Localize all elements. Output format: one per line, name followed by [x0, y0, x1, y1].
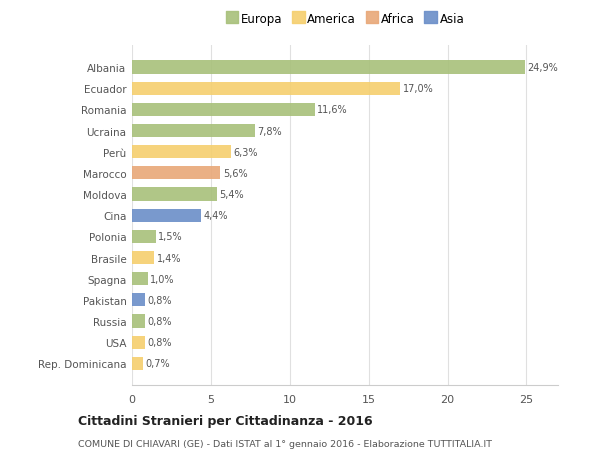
Text: 0,7%: 0,7%: [145, 358, 170, 369]
Text: 5,4%: 5,4%: [220, 190, 244, 200]
Bar: [132, 125, 255, 138]
Bar: [132, 273, 148, 285]
Bar: [132, 336, 145, 349]
Bar: [132, 252, 154, 264]
Text: 11,6%: 11,6%: [317, 105, 348, 115]
Text: 1,5%: 1,5%: [158, 232, 182, 242]
Bar: [132, 167, 220, 180]
Text: 6,3%: 6,3%: [234, 147, 258, 157]
Bar: [132, 315, 145, 328]
Text: 0,8%: 0,8%: [147, 316, 172, 326]
Text: 24,9%: 24,9%: [527, 63, 558, 73]
Bar: [132, 230, 155, 243]
Legend: Europa, America, Africa, Asia: Europa, America, Africa, Asia: [223, 11, 467, 29]
Bar: [132, 83, 400, 95]
Text: 1,0%: 1,0%: [150, 274, 175, 284]
Text: 4,4%: 4,4%: [204, 211, 228, 221]
Bar: [132, 294, 145, 307]
Bar: [132, 188, 217, 201]
Text: 0,8%: 0,8%: [147, 337, 172, 347]
Text: 5,6%: 5,6%: [223, 168, 247, 179]
Text: COMUNE DI CHIAVARI (GE) - Dati ISTAT al 1° gennaio 2016 - Elaborazione TUTTITALI: COMUNE DI CHIAVARI (GE) - Dati ISTAT al …: [78, 439, 492, 448]
Text: 17,0%: 17,0%: [403, 84, 433, 94]
Bar: [132, 209, 202, 222]
Text: 0,8%: 0,8%: [147, 295, 172, 305]
Bar: [132, 146, 232, 159]
Text: 7,8%: 7,8%: [257, 126, 282, 136]
Text: 1,4%: 1,4%: [157, 253, 181, 263]
Bar: [132, 357, 143, 370]
Bar: [132, 104, 315, 117]
Bar: [132, 62, 525, 74]
Text: Cittadini Stranieri per Cittadinanza - 2016: Cittadini Stranieri per Cittadinanza - 2…: [78, 414, 373, 428]
